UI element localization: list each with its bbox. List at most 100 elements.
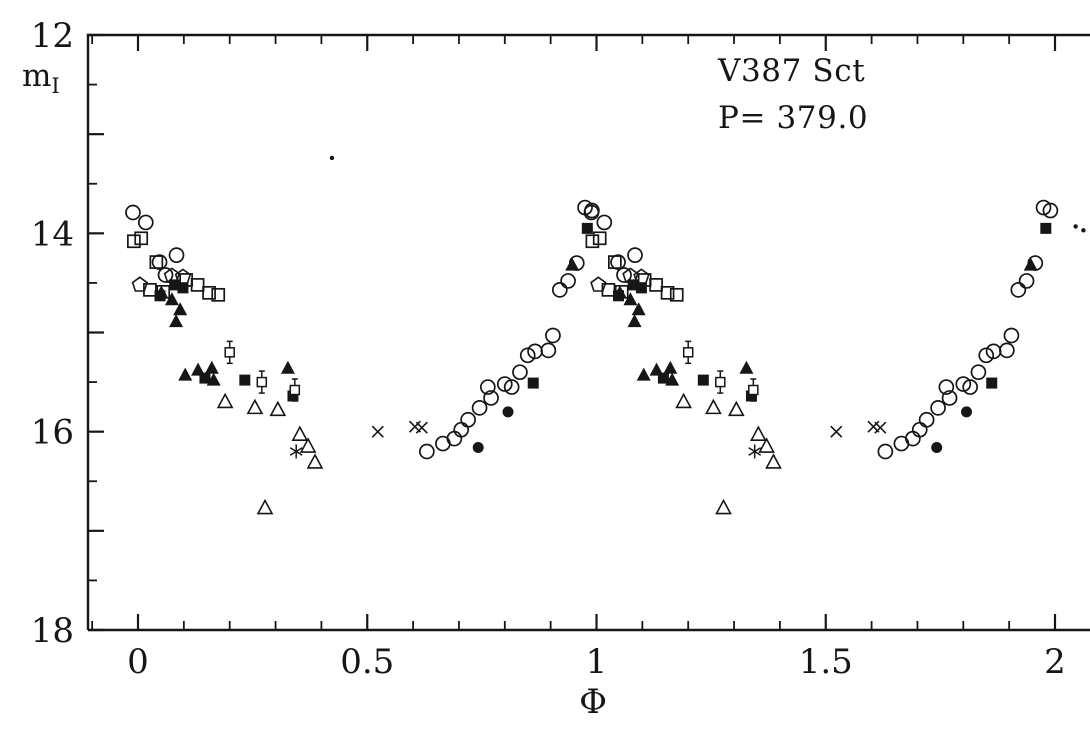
point-open-triangle: [675, 392, 692, 409]
y-tick-label: 12: [31, 16, 74, 56]
x-tick-label: 2: [1044, 642, 1066, 682]
point-open-triangle: [705, 398, 722, 415]
point-open-triangle: [715, 498, 732, 515]
x-tick-label: 0.5: [340, 642, 394, 682]
point-filled-square: [527, 377, 539, 389]
point-open-square: [202, 285, 216, 300]
y-tick-label: 14: [31, 214, 74, 254]
point-filled-triangle: [663, 360, 678, 374]
period-label: P= 379.0: [718, 99, 869, 136]
point-open-circle: [918, 411, 935, 428]
point-open-circle: [137, 214, 154, 231]
point-filled-triangle: [665, 372, 680, 386]
point-open-circle: [1010, 282, 1027, 298]
point-open-square: [607, 255, 622, 269]
point-filled-circle: [472, 442, 484, 454]
point-filled-triangle: [178, 367, 193, 381]
point-filled-square: [986, 377, 998, 389]
point-open-circle: [453, 421, 470, 438]
point-open-triangle: [256, 498, 274, 515]
point-open-square: [660, 285, 675, 300]
point-filled-square: [697, 374, 709, 386]
point-open-square: [669, 287, 684, 302]
point-open-circle: [905, 430, 921, 447]
point-cross: [874, 421, 887, 434]
point-open-square: [190, 278, 205, 292]
point-open-circle: [955, 376, 972, 392]
y-axis-label: mI: [22, 58, 60, 98]
point-open-circle: [610, 254, 626, 270]
point-open-circle: [479, 379, 496, 395]
point-open-triangle: [758, 437, 775, 453]
point-filled-triangle: [204, 360, 219, 374]
point-filled-circle: [502, 406, 514, 418]
point-open-circle: [962, 379, 979, 395]
point-open-circle: [496, 376, 513, 392]
point-open-triangle: [216, 392, 234, 409]
point-open-circle: [911, 421, 928, 438]
point-filled-square: [745, 390, 757, 402]
point-open-circle: [584, 202, 600, 219]
point-filled-square: [627, 279, 639, 291]
point-open-square: [211, 287, 226, 302]
point-filled-triangle: [649, 362, 664, 376]
point-open-square: [585, 234, 600, 249]
point-open-circle: [941, 390, 958, 406]
point-dot: [1081, 228, 1086, 233]
point-errorbar-square: [224, 340, 235, 365]
point-open-circle: [551, 282, 568, 298]
point-filled-triangle: [631, 302, 646, 316]
point-filled-triangle: [173, 302, 188, 316]
point-asterisk: [748, 444, 762, 459]
point-open-pentagon: [174, 268, 192, 284]
point-open-circle: [483, 390, 499, 406]
point-open-circle: [125, 204, 141, 221]
point-open-circle: [938, 379, 955, 395]
point-cross: [371, 425, 384, 438]
point-open-circle: [1035, 199, 1052, 216]
point-open-circle: [540, 342, 557, 359]
point-filled-square: [657, 372, 669, 384]
point-open-triangle: [306, 453, 324, 469]
point-open-circle: [978, 347, 995, 364]
point-open-circle: [577, 199, 593, 216]
point-cross: [830, 425, 843, 438]
y-axis-label-main: m: [22, 58, 52, 94]
point-filled-triangle: [623, 292, 638, 306]
point-open-triangle: [299, 437, 317, 453]
y-tick-label: 16: [31, 413, 74, 453]
point-open-circle: [512, 364, 528, 381]
star-name: V387 Sct: [718, 53, 866, 89]
point-open-circle: [545, 327, 561, 344]
point-filled-triangle: [636, 367, 651, 381]
point-filled-circle: [931, 442, 943, 454]
point-filled-triangle: [612, 285, 627, 299]
point-open-circle: [419, 443, 435, 460]
point-filled-square: [287, 390, 299, 402]
point-open-circle: [596, 214, 613, 231]
point-dot: [1073, 224, 1078, 229]
point-open-square: [649, 278, 663, 292]
point-open-circle: [471, 400, 488, 416]
point-errorbar-square: [682, 340, 694, 365]
point-filled-triangle: [1023, 257, 1038, 271]
point-open-square: [127, 234, 141, 249]
point-filled-triangle: [739, 360, 754, 374]
point-open-circle: [151, 254, 168, 270]
point-open-square: [149, 255, 164, 269]
point-open-triangle: [765, 453, 782, 469]
point-open-triangle: [291, 425, 309, 441]
x-axis-label: Φ: [579, 682, 607, 722]
point-errorbar-square: [715, 370, 726, 394]
point-open-circle: [999, 342, 1015, 359]
point-open-circle: [460, 411, 476, 428]
point-filled-square: [581, 222, 593, 234]
point-dot: [329, 155, 335, 161]
point-open-circle: [877, 443, 894, 460]
point-open-pentagon: [590, 276, 607, 292]
point-cross: [415, 421, 428, 434]
point-open-circle: [503, 379, 520, 395]
point-open-circle: [446, 430, 463, 447]
point-asterisk: [289, 444, 303, 459]
